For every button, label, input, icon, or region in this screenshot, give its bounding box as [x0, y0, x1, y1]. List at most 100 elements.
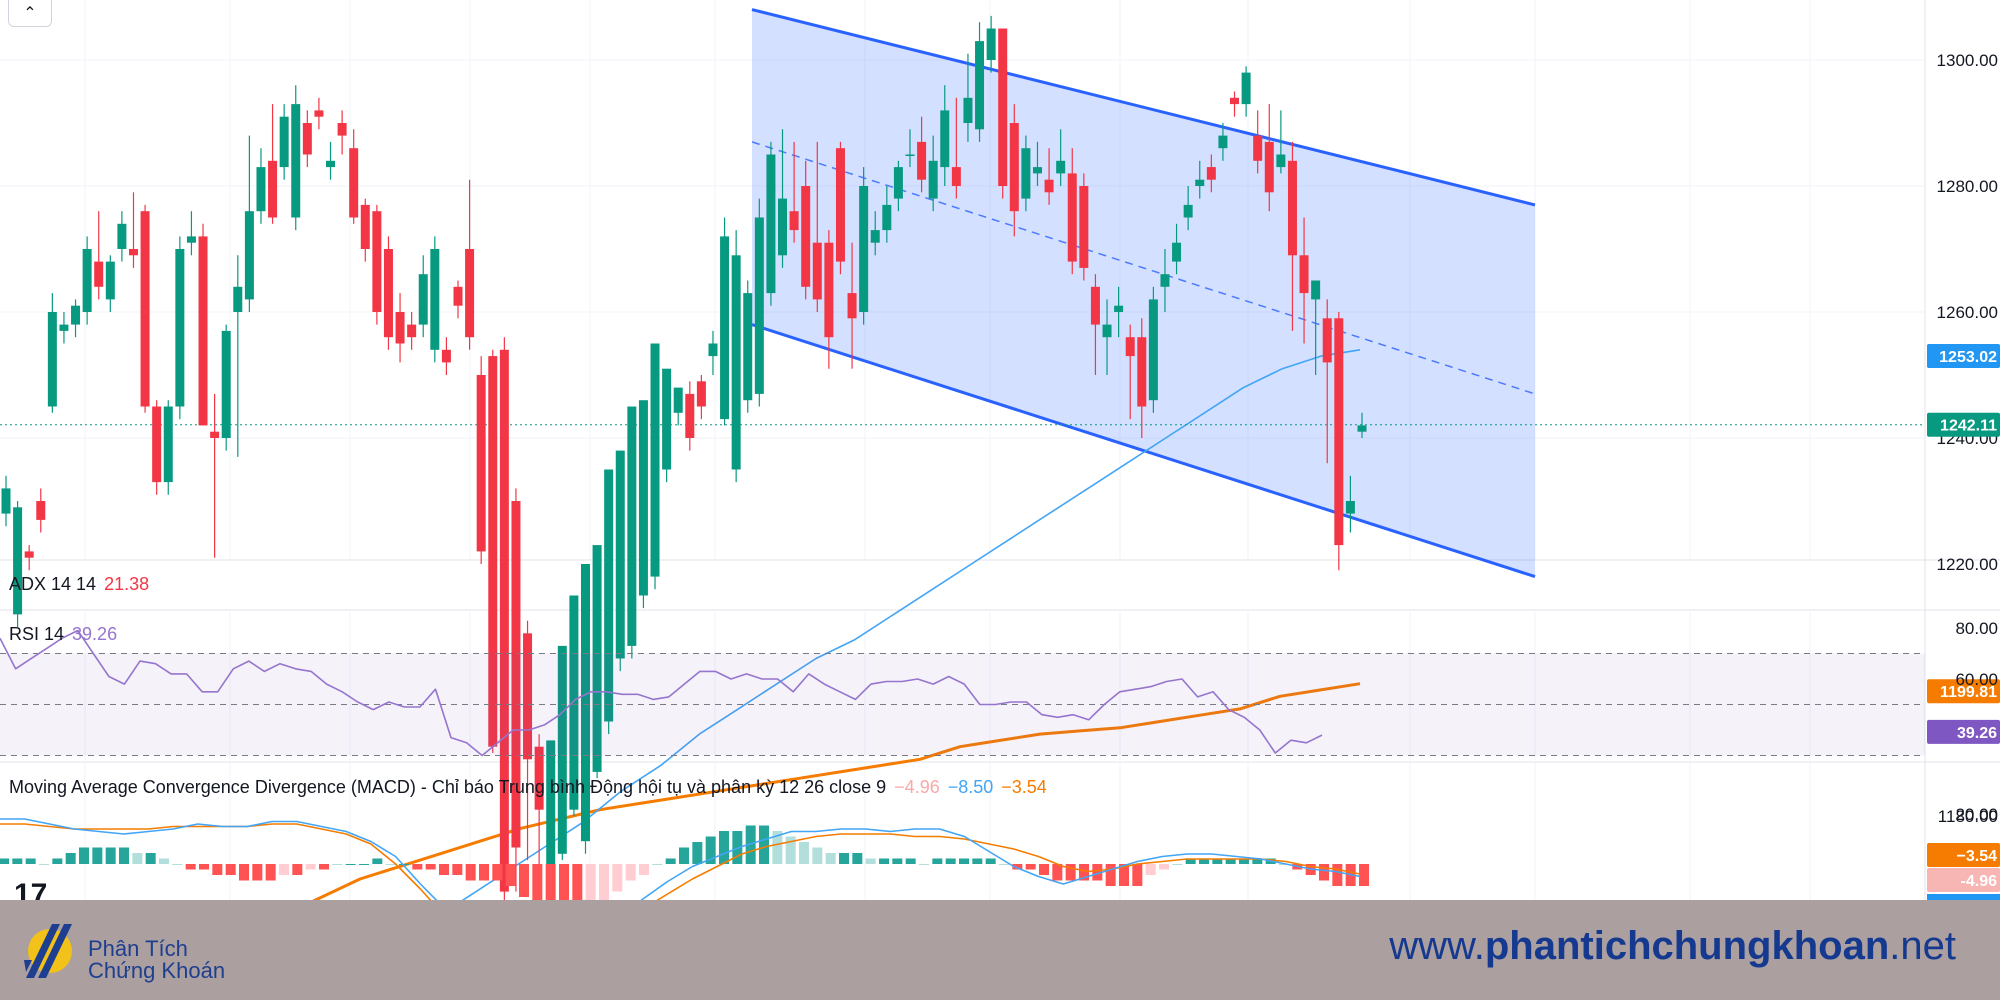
macd-histogram-bar: [172, 864, 183, 865]
macd-value-tag-label: −3.54: [1957, 848, 1998, 865]
macd-histogram-bar: [359, 864, 369, 865]
price-tag-last-price: [1927, 412, 2000, 437]
candle-body: [395, 312, 405, 344]
candle: [557, 645, 567, 861]
candle: [198, 223, 208, 426]
macd-histogram-bar: [39, 864, 49, 865]
candle-body: [1334, 318, 1344, 546]
price-axis[interactable]: 1320.001300.001280.001260.001240.001220.…: [1927, 0, 2000, 900]
candle-body: [662, 368, 672, 470]
macd-histogram-bar: [145, 853, 156, 864]
candle: [140, 204, 150, 413]
candle: [766, 141, 776, 306]
macd-histogram-bar: [1172, 864, 1183, 865]
candle: [1345, 475, 1355, 533]
candle-body: [360, 204, 370, 249]
candle: [1160, 249, 1170, 312]
candle-body: [766, 154, 776, 294]
candle-body: [1, 488, 11, 514]
site-url[interactable]: www.phantichchungkhoan.net: [1389, 924, 1956, 969]
candle-body: [441, 349, 451, 363]
candle: [314, 97, 324, 130]
candle: [221, 324, 231, 451]
chart-area[interactable]: 1320.001300.001280.001260.001240.001220.…: [0, 0, 2000, 900]
macd-histogram-bar: [505, 864, 516, 886]
macd-histogram-bar: [65, 853, 76, 864]
rsi-legend: RSI 14 39.26: [9, 624, 125, 645]
ma-blue-line: [461, 349, 1361, 900]
collapse-chevron-up-icon[interactable]: ⌃: [8, 0, 52, 27]
candle-body: [975, 41, 985, 130]
price-tick-label: 1300.00: [1937, 51, 1998, 70]
candlesticks: [1, 15, 1367, 900]
candle: [94, 211, 104, 300]
candle: [1, 475, 11, 527]
logo-emblem-icon: [24, 924, 72, 978]
macd-histogram-bar: [545, 864, 556, 900]
candle: [291, 85, 301, 231]
candle: [71, 299, 81, 338]
macd-histogram-bar: [612, 864, 623, 892]
channel-fill: [752, 9, 1535, 577]
candle: [870, 211, 880, 256]
candle-body: [1032, 167, 1042, 174]
macd-histogram-bar: [1025, 864, 1036, 870]
candle: [476, 356, 486, 564]
candle: [175, 236, 185, 420]
candle-body: [986, 28, 996, 60]
macd-histogram-bar: [1119, 864, 1129, 886]
macd-histogram-bar: [679, 847, 689, 864]
channel-upper-line: [751, 8, 1536, 207]
macd-histogram-bar: [52, 858, 63, 864]
candle-body: [835, 148, 845, 262]
rsi-value-tag-label: 39.26: [1957, 725, 1997, 742]
candle-body: [279, 116, 289, 168]
candle-body: [1276, 154, 1286, 168]
candle: [337, 110, 347, 155]
candle-body: [1322, 318, 1332, 363]
candle-body: [627, 406, 637, 646]
candle-body: [685, 393, 695, 438]
candle: [1264, 104, 1274, 212]
candle: [488, 349, 498, 753]
candle: [604, 469, 614, 735]
macd-histogram-bar: [0, 858, 9, 864]
candle-body: [720, 236, 730, 420]
ma-orange-line: [312, 682, 1361, 900]
rsi-line: [0, 629, 1323, 757]
candle-body: [847, 293, 857, 319]
candle: [1009, 104, 1019, 237]
candle-body: [731, 255, 741, 470]
candle: [383, 236, 393, 350]
candle: [627, 406, 637, 659]
candle-body: [754, 217, 764, 394]
candle: [1195, 160, 1205, 199]
candle: [256, 148, 266, 224]
macd-histogram-bar: [1319, 864, 1329, 881]
macd-histogram-bar: [839, 853, 849, 864]
regression-channel[interactable]: [751, 8, 1536, 579]
price-tick-label: 1220.00: [1937, 555, 1998, 574]
macd-histogram-bar: [332, 864, 343, 865]
candle-body: [1172, 242, 1182, 262]
price-tick-label: 1280.00: [1937, 177, 1998, 196]
candle: [1102, 299, 1112, 375]
candle: [418, 255, 428, 338]
candle: [592, 545, 602, 779]
macd-histogram-bar: [1145, 864, 1156, 875]
candle: [720, 217, 730, 426]
macd-histogram-bar: [1239, 858, 1249, 864]
site-logo: Phân Tích Chứng Khoán: [22, 916, 262, 986]
price-tag-ma-slow: [1927, 679, 2000, 704]
candle: [349, 129, 359, 224]
candle-body: [13, 507, 23, 615]
macd-histogram-bar: [905, 858, 916, 864]
macd-histogram-bar: [599, 864, 609, 900]
candle: [859, 167, 869, 325]
macd-histogram-bar: [919, 864, 929, 865]
candle-body: [59, 324, 69, 331]
candle-body: [638, 400, 648, 596]
macd-histogram-bar: [1359, 864, 1369, 886]
candle-body: [256, 167, 266, 212]
macd-histogram-bar: [199, 864, 209, 870]
